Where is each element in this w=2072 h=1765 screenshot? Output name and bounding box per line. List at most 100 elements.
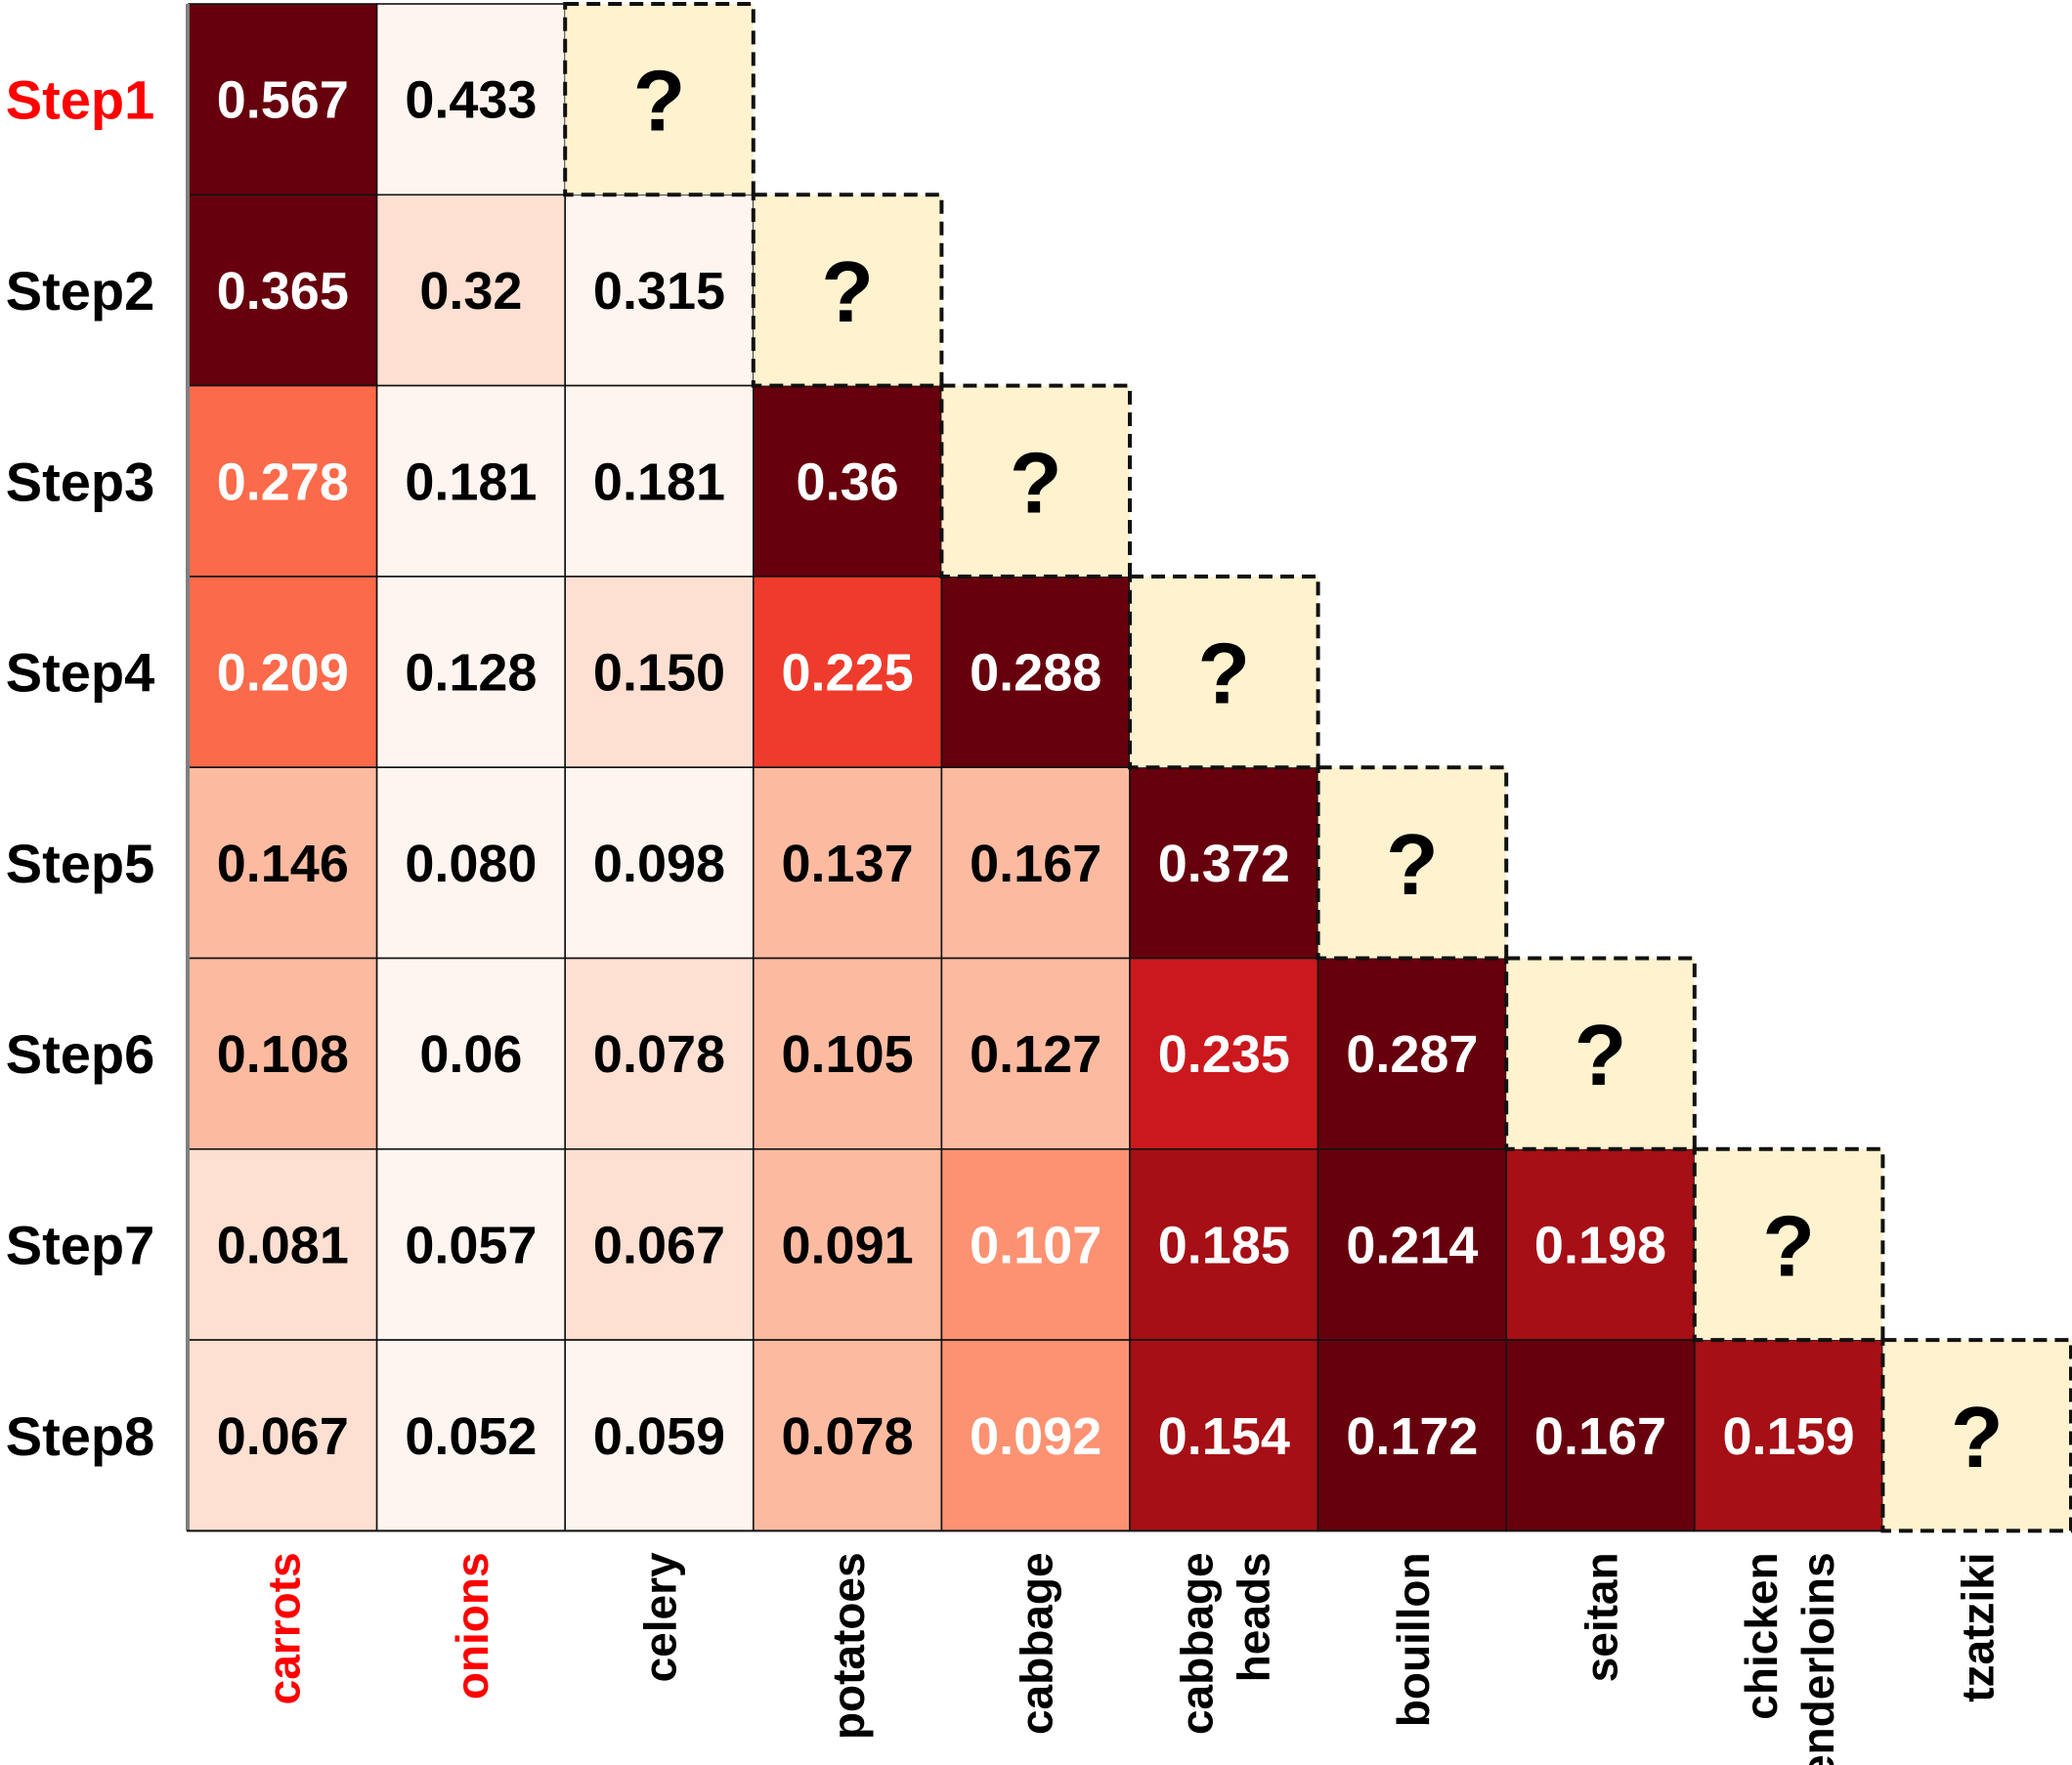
column-label-celery: celery	[635, 1552, 686, 1682]
row-label-step1: Step1	[6, 69, 155, 131]
cell-value-label: 0.433	[405, 71, 537, 130]
cell-value-label: 0.067	[217, 1407, 349, 1466]
cell-value-label: 0.098	[593, 835, 725, 893]
heatmap-cell	[940, 957, 1131, 1150]
cell-value-label: 0.567	[217, 71, 349, 130]
unknown-marker: ?	[1386, 816, 1439, 913]
heatmap-cell	[752, 1339, 943, 1532]
unknown-marker: ?	[1762, 1197, 1815, 1294]
heatmap-cell	[188, 3, 378, 196]
row-label-step5: Step5	[6, 833, 155, 894]
heatmap-cells	[188, 3, 1884, 1532]
cell-value-label: 0.150	[593, 644, 725, 703]
column-label-seitan: seitan	[1576, 1552, 1627, 1682]
heatmap-cell	[564, 194, 755, 387]
row-label-step6: Step6	[6, 1023, 155, 1085]
row-label-step3: Step3	[6, 451, 155, 512]
cell-value-label: 0.32	[419, 262, 522, 321]
heatmap-cell	[564, 766, 755, 960]
cell-value-label: 0.288	[970, 644, 1101, 703]
unknown-cell	[751, 193, 944, 388]
column-labels: carrots onions celery potatoes cabbage cabbag…	[258, 1552, 2003, 1765]
cell-value-label: 0.059	[593, 1407, 725, 1466]
heatmap-cell	[188, 957, 378, 1150]
row-label-step7: Step7	[6, 1214, 155, 1275]
heatmap-cell	[752, 766, 943, 960]
heatmap-cell	[188, 1148, 378, 1341]
heatmap-cell	[188, 384, 378, 578]
heatmap-cell	[940, 766, 1131, 960]
cell-value-label: 0.315	[593, 262, 725, 321]
unknown-marker: ?	[1951, 1389, 2004, 1485]
row-label-step2: Step2	[6, 260, 155, 322]
unknown-marker: ?	[1010, 434, 1062, 531]
cell-value-label: 0.092	[970, 1407, 1101, 1466]
unknown-cell	[1504, 956, 1697, 1151]
cell-value-label: 0.287	[1346, 1025, 1478, 1084]
cell-value-label: 0.091	[782, 1216, 914, 1274]
column-label-cabbage: cabbage	[1171, 1552, 1222, 1735]
heatmap-cell	[188, 576, 378, 769]
unknown-cell	[1880, 1338, 2072, 1533]
heatmap-cell	[752, 576, 943, 769]
cell-value-label: 0.080	[405, 835, 537, 893]
heatmap-cell	[188, 766, 378, 960]
unknown-cell	[563, 2, 755, 197]
unknown-cell	[1316, 765, 1509, 961]
heatmap-cell	[564, 1339, 755, 1532]
column-label-carrots: carrots	[258, 1552, 309, 1704]
column-label-tenderloins: tenderloins	[1792, 1552, 1843, 1765]
cell-value-label: 0.167	[1534, 1407, 1666, 1466]
cell-value-label: 0.159	[1723, 1407, 1855, 1466]
heatmap-cell	[375, 957, 567, 1150]
cell-value-label: 0.137	[782, 835, 914, 893]
cell-value-label: 0.225	[782, 644, 914, 703]
cell-value-label: 0.052	[405, 1407, 537, 1466]
unknown-marker: ?	[633, 53, 686, 150]
cell-value-label: 0.154	[1158, 1407, 1290, 1466]
heatmap-cell	[1317, 957, 1507, 1150]
cell-value-label: 0.108	[217, 1025, 349, 1084]
cell-value-label: 0.185	[1158, 1216, 1290, 1274]
column-label-onions: onions	[447, 1552, 497, 1700]
heatmap-cell	[375, 766, 567, 960]
cell-value-label: 0.372	[1158, 835, 1290, 893]
heatmap-cell	[564, 384, 755, 578]
cell-value-label: 0.128	[405, 644, 537, 703]
row-label-step4: Step4	[6, 642, 155, 704]
heatmap-cell	[188, 194, 378, 387]
unknown-cell	[1128, 574, 1320, 770]
heatmap-cell	[375, 194, 567, 387]
heatmap-cell	[940, 1339, 1131, 1532]
unknown-marker: ?	[1575, 1007, 1627, 1103]
column-label-chicken: chicken	[1736, 1552, 1787, 1719]
heatmap-cell	[1317, 1339, 1507, 1532]
row-labels: Step1 Step2 Step3 Step4 Step5 Step6 Step7 Step8	[6, 69, 155, 1467]
cell-value-label: 0.36	[797, 452, 899, 511]
cell-value-label: 0.107	[970, 1216, 1101, 1274]
heatmap-cell	[564, 957, 755, 1150]
column-label-potatoes: potatoes	[823, 1552, 874, 1740]
cell-value-label: 0.078	[782, 1407, 914, 1466]
cell-value-label: 0.067	[593, 1216, 725, 1274]
heatmap-cell	[375, 1148, 567, 1341]
heatmap-cell	[375, 1339, 567, 1532]
cell-value-label: 0.172	[1346, 1407, 1478, 1466]
cell-value-label: 0.198	[1534, 1216, 1666, 1274]
cell-value-label: 0.057	[405, 1216, 537, 1274]
cell-value-label: 0.127	[970, 1025, 1101, 1084]
cell-value-label: 0.181	[405, 452, 537, 511]
cell-value-label: 0.078	[593, 1025, 725, 1084]
heatmap-cell	[564, 576, 755, 769]
row-label-step8: Step8	[6, 1405, 155, 1467]
unknown-cells: ????????	[563, 2, 2072, 1533]
cell-value-label: 0.278	[217, 452, 349, 511]
cell-value-label: 0.146	[217, 835, 349, 893]
column-label-heads: heads	[1228, 1552, 1278, 1682]
column-label-tzatziki: tzatziki	[1953, 1552, 2004, 1701]
unknown-marker: ?	[1197, 625, 1250, 722]
cell-value-label: 0.167	[970, 835, 1101, 893]
cell-value-label: 0.235	[1158, 1025, 1290, 1084]
heatmap-cell	[375, 3, 567, 196]
